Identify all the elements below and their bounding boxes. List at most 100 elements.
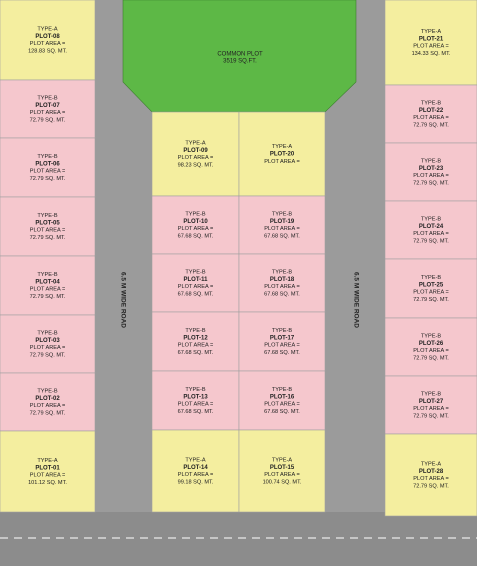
plot-area-label: PLOT AREA = — [264, 343, 300, 349]
plot-area: 67.68 SQ. MT. — [178, 350, 214, 356]
plot-type: TYPE-B — [185, 328, 205, 334]
plot-label: PLOT-01 — [35, 465, 60, 471]
plot-area: 98.23 SQ. MT. — [178, 163, 214, 169]
plot-area: 72.79 SQ. MT. — [413, 123, 449, 129]
plot-area-label: PLOT AREA = — [178, 284, 214, 290]
plot — [384, 258, 477, 319]
plot-area: 67.68 SQ. MT. — [264, 292, 300, 298]
plot-area-label: PLOT AREA = — [413, 115, 449, 121]
plot — [151, 370, 240, 431]
plot-label: PLOT-28 — [419, 469, 444, 475]
plot-area-label: PLOT AREA = — [264, 472, 300, 478]
plot — [151, 195, 240, 255]
plot — [0, 79, 96, 139]
plot — [0, 255, 96, 316]
plot-type: TYPE-B — [272, 387, 292, 393]
plot-label: PLOT-13 — [183, 394, 208, 400]
plot-type: TYPE-A — [421, 29, 441, 35]
plot-area-label: PLOT AREA = — [264, 226, 300, 232]
plot-area: 72.79 SQ. MT. — [413, 297, 449, 303]
plot-type: TYPE-A — [272, 144, 292, 150]
plot-label: PLOT-20 — [270, 152, 295, 158]
plot-label: PLOT-08 — [35, 34, 60, 40]
plot-type: TYPE-B — [37, 154, 57, 160]
plot-area-label: PLOT AREA = — [30, 287, 66, 293]
plot-area-label: PLOT AREA = — [30, 110, 66, 116]
plot-label: PLOT-03 — [35, 338, 60, 344]
plot-type: TYPE-B — [37, 272, 57, 278]
plot-type: TYPE-B — [421, 216, 441, 222]
common-plot-area: 3519 SQ.FT. — [223, 59, 257, 65]
plot-label: PLOT-23 — [419, 166, 444, 172]
plot-area: 72.79 SQ. MT. — [413, 414, 449, 420]
plot-type: TYPE-A — [421, 461, 441, 467]
plot-area: 67.68 SQ. MT. — [264, 350, 300, 356]
plot-area-label: PLOT AREA = — [30, 345, 66, 351]
plot — [238, 311, 326, 372]
plot-area: 99.18 SQ. MT. — [178, 480, 214, 486]
plot-label: PLOT-05 — [35, 220, 60, 226]
plot-label: PLOT-06 — [35, 161, 60, 167]
plot-label: PLOT-27 — [419, 399, 444, 405]
plot-label: PLOT-22 — [419, 108, 444, 114]
plot-area-label: PLOT AREA = — [178, 226, 214, 232]
plot-area-label: PLOT AREA = — [178, 402, 214, 408]
plot-label: PLOT-21 — [419, 36, 444, 42]
plot — [0, 430, 96, 513]
plot — [384, 433, 477, 517]
plot-area: 72.79 SQ. MT. — [30, 176, 66, 182]
plot — [238, 429, 326, 513]
plot-label: PLOT-24 — [419, 224, 444, 230]
plot-type: TYPE-B — [421, 391, 441, 397]
plot-label: PLOT-17 — [270, 335, 295, 341]
plot-area: 72.79 SQ. MT. — [30, 411, 66, 417]
plot-type: TYPE-B — [185, 269, 205, 275]
main-road — [0, 512, 477, 566]
plot-area-label: PLOT AREA = — [178, 343, 214, 349]
plot-area: 128.83 SQ. MT. — [28, 49, 67, 55]
plot-area: 72.79 SQ. MT. — [413, 239, 449, 245]
plot-label: PLOT-15 — [270, 465, 295, 471]
plot-area-label: PLOT AREA = — [30, 41, 66, 47]
plot-type: TYPE-B — [421, 275, 441, 281]
common-plot-label: COMMON PLOT — [217, 52, 263, 58]
plot — [384, 0, 477, 86]
plot — [384, 375, 477, 435]
plot — [238, 370, 326, 431]
plot-area: 72.79 SQ. MT. — [30, 353, 66, 359]
plot-area: 67.68 SQ. MT. — [264, 234, 300, 240]
plot-area: 72.79 SQ. MT. — [413, 181, 449, 187]
plot-label: PLOT-19 — [270, 219, 295, 225]
plot-type: TYPE-B — [272, 269, 292, 275]
road-label: 6.5 M WIDE ROAD — [352, 272, 359, 328]
plot-label: PLOT-10 — [183, 219, 208, 225]
plot — [238, 111, 326, 197]
plot-area: 72.79 SQ. MT. — [413, 356, 449, 362]
plot-area-label: PLOT AREA = — [30, 228, 66, 234]
plot-type: TYPE-B — [421, 100, 441, 106]
plot-area: 72.79 SQ. MT. — [30, 294, 66, 300]
plot-label: PLOT-07 — [35, 103, 60, 109]
plot-area: 67.68 SQ. MT. — [178, 234, 214, 240]
plot-type: TYPE-B — [37, 388, 57, 394]
plot-area-label: PLOT AREA = — [30, 473, 66, 479]
plot — [384, 142, 477, 202]
plot-type: TYPE-B — [272, 211, 292, 217]
plot-type: TYPE-B — [421, 333, 441, 339]
plot-area: 67.68 SQ. MT. — [264, 409, 300, 415]
plot — [238, 253, 326, 313]
plot — [151, 253, 240, 313]
plot — [0, 137, 96, 198]
plot-type: TYPE-B — [421, 158, 441, 164]
plot-type: TYPE-B — [37, 213, 57, 219]
plot-label: PLOT-26 — [419, 341, 444, 347]
plot-label: PLOT-04 — [35, 279, 60, 285]
plot — [238, 195, 326, 255]
plot-type: TYPE-B — [37, 95, 57, 101]
road-label: 6.5 M WIDE ROAD — [119, 272, 126, 328]
plot-label: PLOT-11 — [183, 277, 208, 283]
plot-type: TYPE-B — [185, 387, 205, 393]
plot-area-label: PLOT AREA = — [413, 173, 449, 179]
